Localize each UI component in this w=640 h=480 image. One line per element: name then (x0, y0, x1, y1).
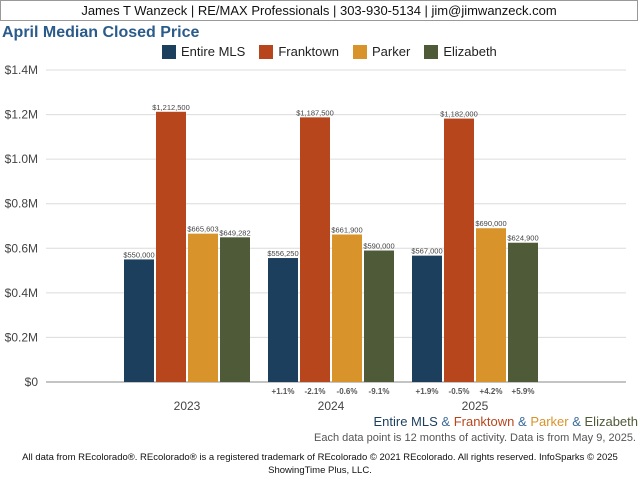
y-tick-label: $1.2M (5, 108, 38, 122)
change-label: -0.5% (449, 387, 470, 396)
bar (188, 233, 218, 382)
legend-item-entire-mls[interactable]: Entire MLS (162, 44, 245, 59)
y-tick-label: $0.2M (5, 330, 38, 344)
x-tick-label: 2023 (174, 399, 201, 410)
y-tick-label: $0 (25, 375, 39, 389)
y-tick-label: $0.4M (5, 286, 38, 300)
bar-value-label: $550,000 (123, 250, 154, 259)
legend-label: Entire MLS (181, 44, 246, 59)
bar-value-label: $690,000 (475, 219, 506, 228)
legend-item-franktown[interactable]: Franktown (259, 44, 339, 59)
y-tick-label: $1.0M (5, 152, 38, 166)
y-tick-label: $1.4M (5, 63, 38, 77)
bar-value-label: $556,250 (267, 249, 298, 258)
legend-label: Elizabeth (443, 44, 497, 59)
change-label: -9.1% (369, 387, 390, 396)
bar (444, 118, 474, 382)
bar-value-label: $624,900 (507, 234, 538, 243)
bottom-legend-separator: & (514, 414, 531, 429)
bar (332, 234, 362, 382)
footer: All data from REcolorado®. REcolorado® i… (0, 451, 640, 477)
x-tick-label: 2024 (318, 399, 345, 410)
y-tick-label: $0.6M (5, 241, 38, 255)
x-tick-label: 2025 (462, 399, 489, 410)
change-label: +1.1% (272, 387, 295, 396)
footer-line-1: All data from REcolorado®. REcolorado® i… (22, 452, 618, 463)
legend-item-parker[interactable]: Parker (353, 44, 410, 59)
change-label: +1.9% (416, 387, 439, 396)
bar-value-label: $649,282 (219, 228, 250, 237)
bar (300, 117, 330, 382)
bar-value-label: $1,187,500 (296, 108, 334, 117)
legend-label: Parker (372, 44, 411, 59)
bar (412, 255, 442, 382)
bottom-legend-separator: & (437, 414, 454, 429)
bar-value-label: $567,000 (411, 247, 442, 256)
bottom-legend-franktown: Franktown (453, 414, 515, 429)
legend-swatch (259, 44, 274, 59)
bar-value-label: $661,900 (331, 225, 362, 234)
bar-value-label: $665,603 (187, 225, 218, 234)
change-label: -0.6% (337, 387, 358, 396)
bar (124, 259, 154, 382)
bar-value-label: $1,182,000 (440, 110, 478, 119)
y-tick-label: $0.8M (5, 197, 38, 211)
bar (364, 250, 394, 382)
bottom-legend-entire-mls: Entire MLS (373, 414, 438, 429)
bar (508, 242, 538, 382)
legend-item-elizabeth[interactable]: Elizabeth (424, 44, 497, 59)
bar-value-label: $590,000 (363, 242, 394, 251)
legend-swatch (353, 44, 368, 59)
change-label: -2.1% (305, 387, 326, 396)
header-text: James T Wanzeck | RE/MAX Professionals |… (81, 3, 557, 18)
bar (268, 258, 298, 382)
legend-swatch (162, 44, 176, 59)
chart-title: April Median Closed Price (2, 24, 200, 41)
bottom-legend: Entire MLS & Franktown & Parker & Elizab… (373, 414, 638, 429)
change-label: +4.2% (480, 387, 503, 396)
header-bar: James T Wanzeck | RE/MAX Professionals |… (0, 0, 638, 21)
bottom-legend-separator: & (568, 414, 585, 429)
bottom-legend-parker: Parker (530, 414, 569, 429)
footer-line-2: ShowingTime Plus, LLC. (268, 465, 372, 476)
bar (220, 237, 250, 382)
chart-legend: Entire MLS Franktown Parker Elizabeth (162, 44, 497, 59)
data-note: Each data point is 12 months of activity… (313, 432, 636, 444)
change-label: +5.9% (512, 387, 535, 396)
bar (476, 228, 506, 382)
legend-label: Franktown (278, 44, 340, 59)
bar-value-label: $1,212,500 (152, 103, 190, 112)
legend-swatch (424, 44, 439, 59)
bottom-legend-elizabeth: Elizabeth (584, 414, 638, 429)
bar (156, 111, 186, 383)
bar-chart: $0 $0.2M $0.4M $0.6M $0.8M $1.0M $1.2M $1.4M $55… (5, 63, 626, 410)
